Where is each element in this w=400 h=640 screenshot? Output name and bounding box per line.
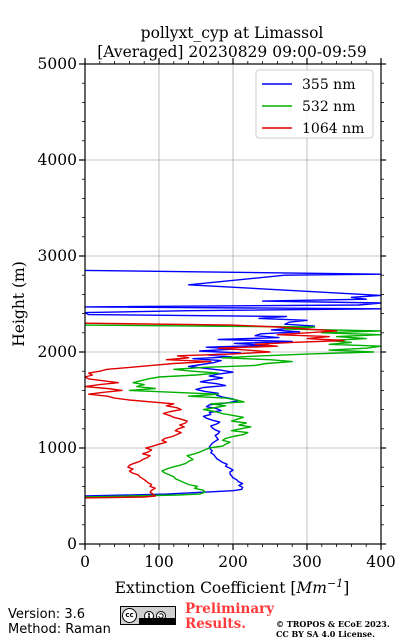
axis-ticks — [79, 58, 386, 550]
x-axis-label: Extinction Coefficient [Mm−1] — [115, 577, 350, 597]
legend-label-355-nm: 355 nm — [302, 77, 355, 93]
preliminary-notice: Preliminary Results. — [185, 602, 274, 632]
series-line-532-nm — [84, 324, 382, 498]
version-text: Version: 3.6 — [8, 607, 85, 622]
license-notice: © TROPOS & ECoE 2023. CC BY SA 4.0 Licen… — [276, 619, 390, 639]
x-tick-label: 400 — [366, 553, 396, 571]
license-line-1: © TROPOS & ECoE 2023. — [276, 619, 390, 629]
legend: 355 nm 532 nm 1064 nm — [255, 69, 374, 139]
cc-by-sa-badge-icon: cc — [120, 606, 176, 625]
preliminary-line-1: Preliminary — [185, 601, 275, 617]
chart-title-line-1: pollyxt_cyp at Limassol — [141, 24, 324, 42]
profile-lines — [84, 269, 382, 499]
series-line-1064-nm — [84, 322, 345, 499]
y-tick-label: 4000 — [38, 151, 77, 169]
y-tick-label: 1000 — [38, 439, 77, 457]
preliminary-line-2: Results. — [185, 616, 246, 632]
cc-logo-icon: cc — [122, 608, 137, 623]
x-tick-label: 0 — [80, 553, 90, 571]
y-tick-label: 3000 — [38, 247, 77, 265]
license-line-2: CC BY SA 4.0 License. — [276, 629, 375, 639]
x-tick-label: 100 — [144, 553, 174, 571]
chart-title-line-2: [Averaged] 20230829 09:00-09:59 — [97, 43, 367, 61]
x-tick-label: 200 — [218, 553, 248, 571]
legend-label-1064-nm: 1064 nm — [302, 121, 364, 137]
y-tick-label: 2000 — [38, 343, 77, 361]
method-text: Method: Raman — [8, 622, 111, 637]
y-tick-label: 5000 — [38, 55, 77, 73]
legend-box — [255, 69, 374, 139]
y-axis-label: Height (m) — [10, 261, 28, 347]
legend-label-532-nm: 532 nm — [302, 99, 355, 115]
x-tick-label: 300 — [292, 553, 322, 571]
series-line-355-nm — [84, 269, 382, 497]
y-tick-label: 0 — [67, 535, 77, 553]
